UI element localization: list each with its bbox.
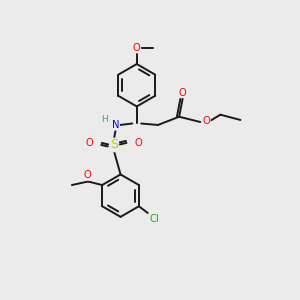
Text: S: S bbox=[110, 139, 118, 152]
Text: Cl: Cl bbox=[150, 214, 159, 224]
Text: O: O bbox=[202, 116, 210, 126]
Text: N: N bbox=[112, 120, 119, 130]
Text: O: O bbox=[133, 43, 141, 53]
Text: O: O bbox=[135, 138, 143, 148]
Text: O: O bbox=[84, 170, 91, 180]
Text: H: H bbox=[101, 115, 108, 124]
Text: O: O bbox=[85, 138, 93, 148]
Text: O: O bbox=[179, 88, 187, 98]
